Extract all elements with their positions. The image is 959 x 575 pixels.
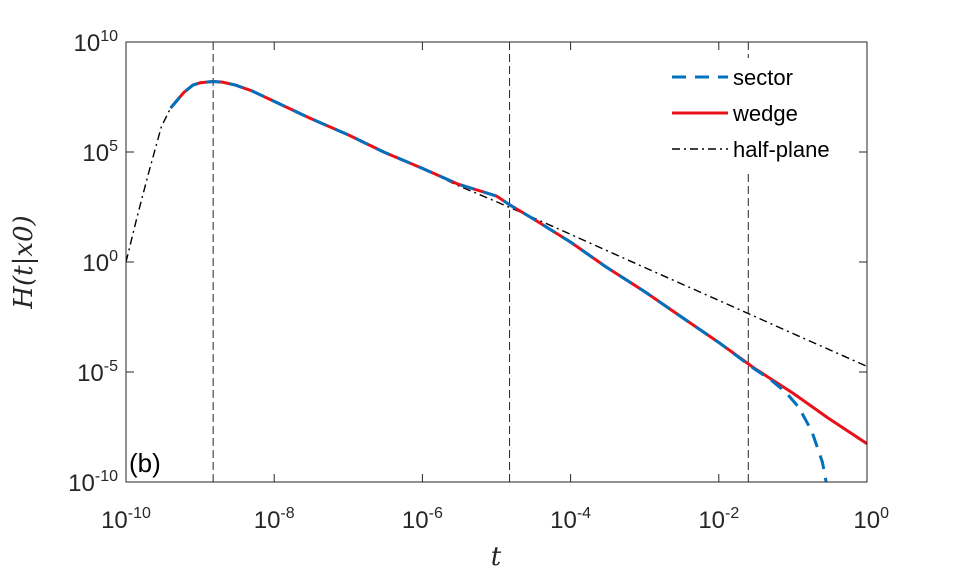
panel-label: (b) xyxy=(129,448,161,478)
y-axis-label: H(t|x0) xyxy=(9,215,39,309)
x-tick-label-1: 10-8 xyxy=(254,505,295,534)
x-tick-label-4: 10-2 xyxy=(698,505,739,534)
x-tick-label-2: 10-6 xyxy=(402,505,443,534)
y-tick-label-3: 105 xyxy=(82,138,118,167)
series-sector-line xyxy=(169,80,828,482)
legend-label-half-plane: half-plane xyxy=(733,137,830,162)
x-tick-label-5: 100 xyxy=(853,505,889,534)
legend-label-sector: sector xyxy=(733,65,793,90)
y-tick-label-1: 10-5 xyxy=(77,358,118,387)
x-axis-label: t xyxy=(491,542,502,572)
x-tick-label-0: 10-10 xyxy=(101,505,151,534)
y-tick-label-2: 100 xyxy=(82,248,118,277)
y-tick-label-4: 1010 xyxy=(74,28,119,57)
legend-label-wedge: wedge xyxy=(732,101,798,126)
x-tick-label-3: 10-4 xyxy=(550,505,591,534)
legend: sector wedge half-plane xyxy=(666,58,856,170)
y-tick-label-0: 10-10 xyxy=(68,468,118,497)
